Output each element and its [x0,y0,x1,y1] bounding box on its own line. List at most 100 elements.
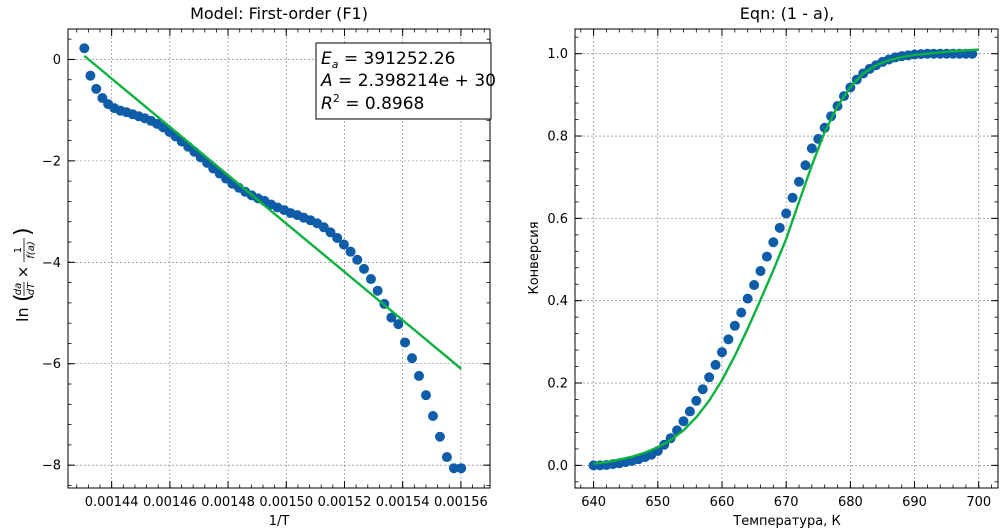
left-data-point [427,410,438,421]
right-data-point [736,307,747,318]
right-data-point [704,372,715,383]
right-data-point [742,293,753,304]
left-data-point [386,312,397,323]
left-y-axis-label-times: × [14,266,32,279]
left-y-axis-label-fa: f(a) [26,241,37,258]
left-data-point [448,463,459,474]
right-plot-frame [574,28,999,489]
a-symbol: A [320,71,333,91]
left-data-point [338,239,349,250]
ea-subscript: a [332,58,339,71]
right-x-tick-label: 690 [902,495,927,510]
right-data-point [684,406,695,417]
right-data-point [723,334,734,345]
left-data-point [85,70,96,81]
right-data-point [710,359,721,370]
left-data-point [91,83,102,94]
right-x-tick-label: 640 [581,495,606,510]
left-x-tick-label: 0.00152 [318,495,372,510]
left-y-axis-label-ln: ln [13,307,32,322]
left-x-tick-label: 0.00154 [376,495,430,510]
left-y-axis-label-dT: dT [26,282,37,295]
left-y-axis-label-paren-open: ( [11,293,36,302]
left-chart-title: Model: First-order (F1) [190,4,368,23]
right-y-axis-label: Конверсия [527,221,542,294]
left-y-axis-label: ln ( da dT × 1 f(a) ) [11,227,37,322]
left-x-tick-label: 0.00146 [143,495,197,510]
left-y-axis-label-one: 1 [13,247,24,253]
right-data-point [716,347,727,358]
left-data-point [372,285,383,296]
right-data-point [787,192,798,203]
left-y-tick-label: −4 [42,256,61,271]
right-data-point [794,176,805,187]
right-grid [575,29,998,488]
right-data-point [781,208,792,219]
left-y-tick-label: −6 [42,357,61,372]
left-data-point [420,390,431,401]
left-data-point [456,463,467,474]
left-data-point [352,254,363,265]
left-x-axis-label: 1/T [269,514,290,529]
left-y-tick-label: −8 [42,459,61,474]
left-y-tick-label: 0 [53,53,61,68]
right-data-point [761,251,772,262]
right-x-tick-label: 670 [774,495,799,510]
fit-annotation-box [315,42,492,120]
right-chart-title: Eqn: (1 - a), [740,4,834,23]
right-data-point [774,222,785,233]
left-data-point [441,452,452,463]
right-data-point [691,395,702,406]
left-data-point [407,353,418,364]
right-data-point [697,384,708,395]
right-x-tick-label: 650 [645,495,670,510]
fit-annotation-a: A = 2.398214e + 30 [320,71,496,91]
left-x-tick-label: 0.00156 [434,495,488,510]
right-x-tick-label: 700 [966,495,991,510]
right-y-tick-label: 0.2 [547,377,568,392]
left-data-point [434,431,445,442]
r2-value: = 0.8968 [340,94,425,114]
fit-annotation: Ea = 391252.26 A = 2.398214e + 30 R2 = 0… [315,42,496,120]
r2-symbol: R [321,94,333,114]
right-data-point [749,280,760,291]
right-x-tick-label: 680 [838,495,863,510]
r2-superscript: 2 [333,92,340,105]
right-x-axis-label: Температура, К [732,514,840,529]
right-data-point [768,237,779,248]
left-x-tick-label: 0.00144 [85,495,139,510]
right-y-tick-label: 0.6 [547,212,568,227]
right-y-tick-label: 0.4 [547,294,568,309]
right-fit-line [593,48,979,465]
left-y-tick-label: −2 [42,154,61,169]
right-data-point [729,320,740,331]
right-data-point [678,416,689,427]
left-data-point [365,274,376,285]
right-y-tick-label: 0.0 [547,459,568,474]
left-plot-frame [67,28,491,489]
right-y-tick-label: 0.8 [547,130,568,145]
right-x-tick-label: 660 [710,495,735,510]
left-series [79,43,467,474]
left-data-point [345,246,356,257]
left-data-point [400,337,411,348]
left-data-point [358,263,369,274]
ea-value: = 391252.26 [339,49,456,69]
a-value: = 2.398214e + 30 [333,71,496,91]
right-series [588,48,979,471]
left-data-point [332,232,343,243]
left-data-point [79,43,90,54]
left-fit-line [83,54,462,370]
fit-annotation-ea: Ea = 391252.26 [321,49,455,71]
right-data-point [806,143,817,154]
right-chart: Eqn: (1 - a), 640 650 660 670 680 690 700 0.0 0.… [527,4,999,529]
right-ticks: 640 650 660 670 680 690 700 0.0 0.2 0.4 0.6 0.8 1.0 [547,29,998,510]
left-ticks: 0.00144 0.00146 0.00148 0.00150 0.00152 0.001… [42,29,490,510]
ea-symbol: E [321,49,332,69]
left-x-tick-label: 0.00150 [259,495,313,510]
left-y-axis-label-da: da [13,283,24,295]
left-chart: Model: First-order (F1) 0.00144 0.00146 0.… [11,4,496,529]
left-data-point [393,319,404,330]
fit-annotation-r2: R2 = 0.8968 [321,92,424,114]
